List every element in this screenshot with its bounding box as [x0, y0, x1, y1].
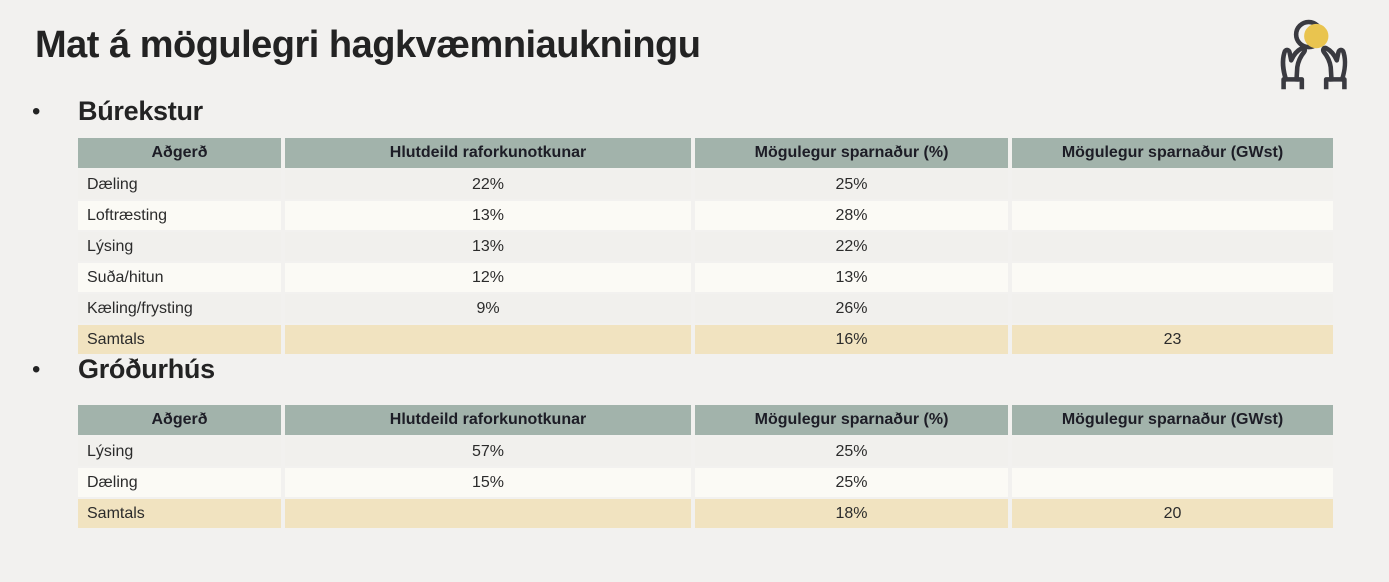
section-heading-label: Gróðurhús — [78, 354, 215, 384]
column-header: Mögulegur sparnaður (%) — [695, 405, 1008, 435]
column-header: Mögulegur sparnaður (GWst) — [1012, 405, 1333, 435]
table-cell: 12% — [285, 263, 691, 292]
bullet-icon: • — [32, 355, 41, 383]
table-cell: Loftræsting — [78, 201, 281, 230]
table-cell: Dæling — [78, 170, 281, 199]
table-cell — [1012, 170, 1333, 199]
hands-coin-svg — [1280, 19, 1348, 90]
column-header: Aðgerð — [78, 138, 281, 168]
hands-holding-coin-icon — [1276, 12, 1352, 92]
section-heading-label: Búrekstur — [78, 96, 203, 126]
table-cell: 15% — [285, 468, 691, 497]
table-cell: 26% — [695, 294, 1008, 323]
total-row-cell: 20 — [1012, 499, 1333, 528]
total-row-cell — [285, 499, 691, 528]
table-cell: 25% — [695, 468, 1008, 497]
total-row-cell: Samtals — [78, 499, 281, 528]
total-row-cell: 18% — [695, 499, 1008, 528]
table-cell: 25% — [695, 170, 1008, 199]
table-cell: 13% — [285, 232, 691, 261]
table-cell: 22% — [695, 232, 1008, 261]
table-cell: 9% — [285, 294, 691, 323]
section-heading-grodurhus: • Gróðurhús — [32, 354, 215, 385]
table-cell — [1012, 232, 1333, 261]
table-cell: 57% — [285, 437, 691, 466]
table-cell: Lýsing — [78, 437, 281, 466]
page-title: Mat á mögulegri hagkvæmniaukningu — [35, 24, 701, 66]
column-header: Mögulegur sparnaður (%) — [695, 138, 1008, 168]
table-cell: 22% — [285, 170, 691, 199]
total-row-cell — [285, 325, 691, 354]
section-heading-burekstur: • Búrekstur — [32, 96, 203, 127]
table-cell: 25% — [695, 437, 1008, 466]
column-header: Hlutdeild raforkunotkunar — [285, 138, 691, 168]
table-cell: 13% — [285, 201, 691, 230]
table-cell: Dæling — [78, 468, 281, 497]
table-cell: Lýsing — [78, 232, 281, 261]
grodurhus-table: Aðgerð Hlutdeild raforkunotkunar Möguleg… — [78, 405, 1333, 528]
table-cell — [1012, 437, 1333, 466]
total-row-cell: 23 — [1012, 325, 1333, 354]
table-cell — [1012, 263, 1333, 292]
table-cell — [1012, 468, 1333, 497]
table-cell — [1012, 201, 1333, 230]
table-cell: 13% — [695, 263, 1008, 292]
table-cell: Kæling/frysting — [78, 294, 281, 323]
column-header: Mögulegur sparnaður (GWst) — [1012, 138, 1333, 168]
burekstur-table: Aðgerð Hlutdeild raforkunotkunar Möguleg… — [78, 138, 1333, 354]
total-row-cell: Samtals — [78, 325, 281, 354]
column-header: Hlutdeild raforkunotkunar — [285, 405, 691, 435]
bullet-icon: • — [32, 97, 41, 125]
table-cell: 28% — [695, 201, 1008, 230]
table-cell — [1012, 294, 1333, 323]
total-row-cell: 16% — [695, 325, 1008, 354]
table-cell: Suða/hitun — [78, 263, 281, 292]
column-header: Aðgerð — [78, 405, 281, 435]
